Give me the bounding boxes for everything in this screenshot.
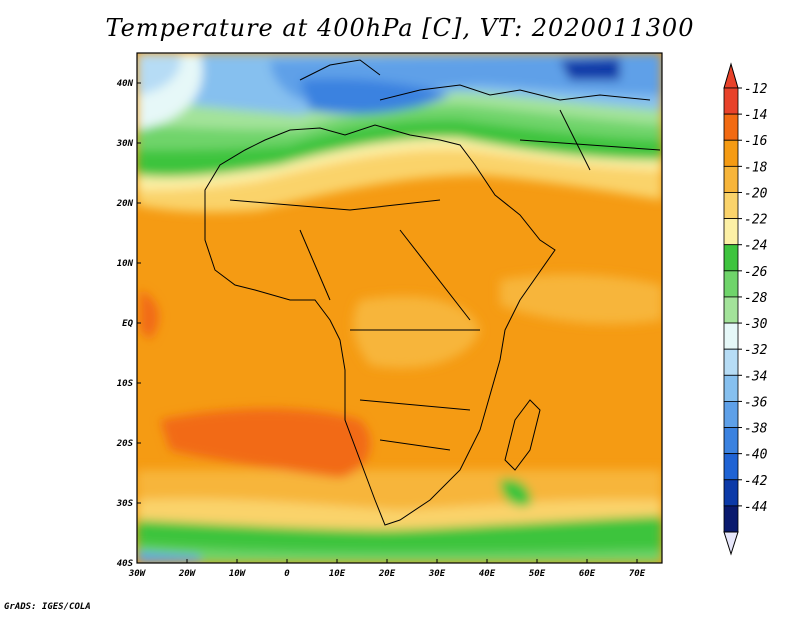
colorbar-segment — [723, 113, 739, 141]
colorbar-bottom-arrow — [723, 531, 739, 556]
colorbar-label: -44 — [744, 500, 767, 515]
colorbar-label: -22 — [744, 213, 768, 228]
colorbar-segment — [723, 479, 739, 507]
lat-tick-label: 10S — [117, 379, 134, 389]
latitude-axis: 40N 30N 20N 10N EQ 10S 20S 30S 40S — [116, 79, 141, 569]
lon-tick-label: 30E — [428, 569, 446, 579]
colorbar-label: -12 — [744, 82, 768, 97]
colorbar-segment — [723, 401, 739, 428]
lon-tick-label: 60E — [579, 569, 596, 579]
colorbar-label: -32 — [744, 343, 768, 358]
lon-tick-label: 30W — [128, 569, 147, 579]
colorbar-segment — [723, 348, 739, 376]
temperature-field — [137, 53, 662, 563]
lon-tick-label: 10W — [229, 569, 247, 579]
colorbar-segment — [723, 192, 739, 219]
lon-tick-label: 10E — [329, 569, 346, 579]
lat-tick-label: EQ — [122, 319, 133, 329]
colorbar-label: -42 — [744, 474, 768, 489]
colorbar-segment — [723, 244, 739, 272]
colorbar-top-arrow — [723, 62, 739, 89]
lat-tick-label: 40S — [117, 559, 134, 569]
colorbar: -12 -14 -16 -18 -20 -22 -24 -26 -28 -30 -32 -34 -36 -… — [723, 62, 768, 556]
colorbar-label: -18 — [744, 160, 768, 175]
colorbar-segment — [723, 296, 739, 324]
lat-tick-label: 40N — [117, 79, 134, 89]
colorbar-label: -30 — [744, 317, 768, 332]
credit-text: GrADS: IGES/COLA — [4, 602, 91, 612]
lat-tick-label: 30S — [116, 499, 134, 509]
colorbar-segment — [723, 139, 739, 167]
colorbar-segment — [723, 270, 739, 298]
lat-tick-label: 20N — [116, 199, 134, 209]
lon-tick-label: 50E — [529, 569, 546, 579]
lat-tick-label: 10N — [117, 259, 134, 269]
colorbar-segment — [723, 505, 739, 533]
lon-tick-label: 40E — [479, 569, 496, 579]
lon-tick-label: 20E — [378, 569, 396, 579]
longitude-axis: 30W 20W 10W 0 10E 20E 30E 40E 50E 60E 70E — [128, 559, 646, 579]
colorbar-label: -28 — [744, 291, 768, 306]
colorbar-segment — [723, 322, 739, 350]
map-frame — [136, 52, 663, 564]
lon-tick-label: 20W — [178, 569, 197, 579]
colorbar-label: -34 — [744, 369, 767, 384]
colorbar-label: -20 — [744, 186, 768, 201]
colorbar-segment — [723, 427, 739, 455]
colorbar-segment — [723, 165, 739, 193]
colorbar-label: -38 — [744, 422, 768, 437]
lat-tick-label: 30N — [116, 139, 134, 149]
colorbar-label: -16 — [744, 134, 768, 149]
colorbar-label: -40 — [744, 448, 768, 463]
coastlines — [204, 59, 661, 526]
map-title: Temperature at 400hPa [C], VT: 202001130… — [105, 14, 695, 42]
lon-tick-label: 0 — [284, 569, 290, 579]
lon-tick-label: 70E — [629, 569, 646, 579]
colorbar-segment — [723, 374, 739, 402]
colorbar-label: -26 — [744, 265, 768, 280]
colorbar-segment — [723, 218, 739, 246]
colorbar-label: -14 — [744, 108, 767, 123]
lat-tick-label: 20S — [116, 439, 134, 449]
colorbar-label: -24 — [744, 239, 767, 254]
colorbar-segment — [723, 87, 739, 115]
colorbar-segment — [723, 453, 739, 481]
colorbar-label: -36 — [744, 395, 768, 410]
